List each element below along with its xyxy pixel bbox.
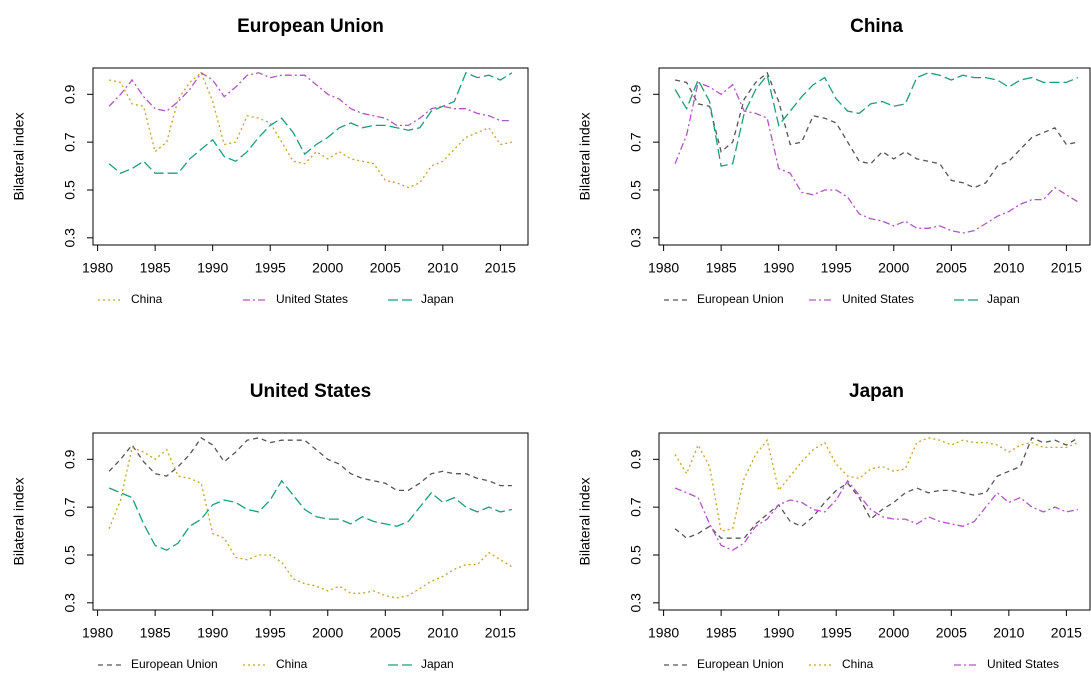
x-tick-label: 1985 (706, 260, 737, 276)
plot-box (92, 432, 529, 611)
y-tick-label: 0.9 (628, 84, 644, 104)
legend-label: China (276, 657, 308, 671)
y-tick-label: 0.3 (62, 228, 78, 248)
series-line (108, 71, 512, 127)
x-tick-label: 2010 (993, 260, 1024, 276)
x-tick-label: 1980 (82, 260, 113, 276)
series-line (674, 437, 1079, 532)
series-line (108, 71, 513, 174)
x-tick-label: 1985 (140, 625, 171, 641)
y-axis-label: Bilateral index (577, 113, 593, 201)
y-tick-label: 0.5 (628, 180, 644, 200)
x-tick-label: 2005 (936, 625, 967, 641)
x-tick-label: 1980 (648, 260, 679, 276)
y-tick-label: 0.7 (62, 497, 78, 517)
series-line (108, 479, 513, 551)
series-line (108, 71, 513, 189)
series-line (674, 479, 1079, 551)
y-axis-label: Bilateral index (11, 113, 27, 201)
legend-label: Japan (421, 657, 454, 671)
x-tick-label: 1990 (763, 625, 794, 641)
x-tick-label: 2005 (370, 260, 401, 276)
series-line (674, 71, 1079, 189)
y-tick-label: 0.3 (628, 593, 644, 613)
x-tick-label: 1990 (197, 625, 228, 641)
x-tick-label: 2015 (485, 625, 516, 641)
y-tick-label: 0.9 (628, 449, 644, 469)
x-tick-label: 1995 (821, 625, 852, 641)
y-tick-label: 0.7 (628, 132, 644, 152)
x-tick-label: 1990 (763, 260, 794, 276)
y-tick-label: 0.9 (62, 84, 78, 104)
plot-box (658, 432, 1091, 611)
y-axis-label: Bilateral index (11, 478, 27, 566)
legend-label: United States (276, 292, 348, 306)
x-tick-label: 2000 (312, 260, 343, 276)
x-tick-label: 2010 (993, 625, 1024, 641)
y-tick-label: 0.9 (62, 449, 78, 469)
series-line (674, 72, 1079, 167)
x-tick-label: 1985 (140, 260, 171, 276)
x-tick-label: 2000 (878, 260, 909, 276)
x-tick-label: 2000 (312, 625, 343, 641)
x-tick-label: 2015 (1051, 260, 1082, 276)
legend-label: European Union (697, 657, 784, 671)
x-tick-label: 2010 (427, 260, 458, 276)
series-line (108, 436, 512, 492)
legend-label: European Union (131, 657, 218, 671)
y-tick-label: 0.7 (62, 132, 78, 152)
legend-label: China (131, 292, 163, 306)
x-tick-label: 2015 (1051, 625, 1082, 641)
y-tick-label: 0.5 (62, 545, 78, 565)
x-tick-label: 1980 (648, 625, 679, 641)
y-tick-label: 0.3 (62, 593, 78, 613)
y-tick-label: 0.3 (628, 228, 644, 248)
x-tick-label: 1980 (82, 625, 113, 641)
legend-label: China (842, 657, 874, 671)
x-tick-label: 1995 (255, 260, 286, 276)
y-axis-label: Bilateral index (577, 478, 593, 566)
legend-label: United States (842, 292, 914, 306)
panel-title: United States (250, 381, 371, 402)
x-tick-label: 1995 (821, 260, 852, 276)
x-tick-label: 2010 (427, 625, 458, 641)
x-tick-label: 2000 (878, 625, 909, 641)
legend-label: Japan (987, 292, 1020, 306)
legend-label: United States (987, 657, 1059, 671)
panel-title: Japan (849, 381, 904, 402)
x-tick-label: 2005 (936, 260, 967, 276)
plot-box (92, 67, 529, 246)
x-tick-label: 2005 (370, 625, 401, 641)
series-line (674, 81, 1079, 234)
panel-title: European Union (237, 16, 384, 37)
y-tick-label: 0.5 (62, 180, 78, 200)
series-line (674, 436, 1079, 539)
series-line (108, 446, 513, 599)
panel-title: China (850, 16, 903, 37)
y-tick-label: 0.7 (628, 497, 644, 517)
plot-box (658, 67, 1091, 246)
x-tick-label: 1985 (706, 625, 737, 641)
x-tick-label: 1990 (197, 260, 228, 276)
y-tick-label: 0.5 (628, 545, 644, 565)
x-tick-label: 2015 (485, 260, 516, 276)
legend-label: European Union (697, 292, 784, 306)
x-tick-label: 1995 (255, 625, 286, 641)
legend-label: Japan (421, 292, 454, 306)
